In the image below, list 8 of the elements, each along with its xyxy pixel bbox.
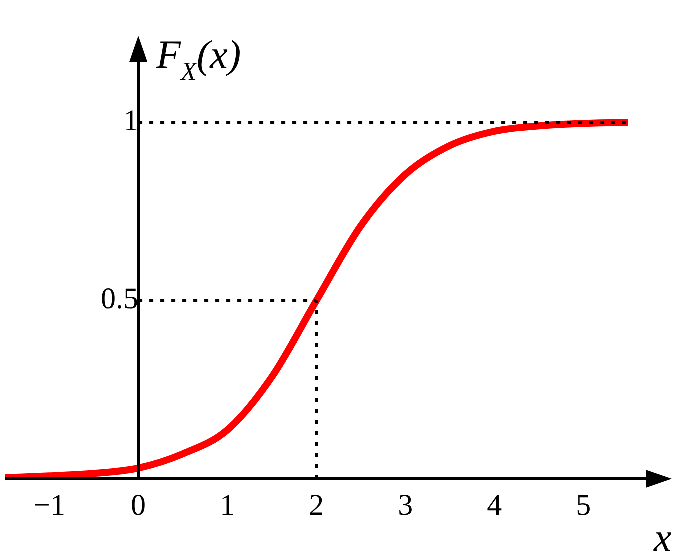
x-tick-label: 0 <box>131 488 146 522</box>
x-tick-label: 3 <box>398 488 414 522</box>
x-tick-label: 2 <box>309 488 324 522</box>
x-tick-label: 1 <box>220 488 236 522</box>
x-tick-label: 4 <box>487 488 502 522</box>
x-tick-label: 5 <box>576 488 592 522</box>
x-axis-title: x <box>653 515 672 557</box>
x-tick-label: −1 <box>34 488 66 522</box>
